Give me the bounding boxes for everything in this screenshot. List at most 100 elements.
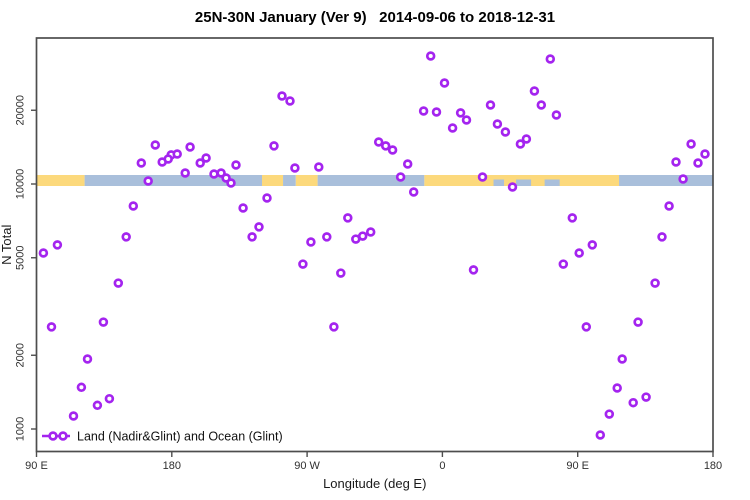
data-point — [664, 201, 674, 211]
data-point — [581, 322, 592, 332]
data-point — [558, 259, 569, 269]
data-point — [587, 240, 598, 250]
data-point — [373, 137, 384, 147]
data-point — [468, 265, 479, 275]
x-tick-label: 180 — [704, 460, 722, 472]
data-point — [500, 127, 511, 137]
legend-marker — [58, 431, 68, 441]
data-point — [38, 248, 49, 258]
data-point — [143, 176, 153, 186]
data-point — [431, 107, 442, 117]
data-point — [395, 172, 406, 182]
land-ocean-band — [36, 175, 713, 186]
x-tick-label: 180 — [163, 460, 181, 472]
y-tick-label: 2000 — [15, 343, 27, 367]
data-point — [521, 134, 532, 144]
data-point — [693, 158, 703, 168]
data-point — [150, 140, 161, 150]
band-ocean-patch — [544, 179, 560, 186]
data-point — [477, 172, 488, 182]
data-point — [113, 278, 124, 288]
data-point — [98, 317, 109, 327]
data-point — [425, 51, 436, 61]
data-point — [136, 158, 147, 168]
data-point — [343, 213, 353, 223]
plot-box — [35, 37, 714, 453]
data-point — [515, 139, 526, 149]
data-point — [418, 106, 429, 116]
data-point — [447, 123, 458, 133]
x-axis: 90 E 180 90 W 0 90 E 180 — [25, 451, 722, 472]
data-point — [402, 159, 413, 169]
band-segment-land — [295, 175, 318, 186]
data-point — [201, 153, 211, 163]
data-point — [290, 163, 300, 173]
data-point — [92, 400, 103, 411]
band-ocean-patch — [516, 179, 532, 186]
data-point — [254, 222, 264, 232]
data-point — [439, 78, 450, 88]
band-segment-ocean — [619, 175, 713, 186]
data-point — [195, 158, 205, 168]
x-tick-label: 90 W — [294, 460, 320, 472]
data-point — [262, 193, 272, 203]
band-ocean-patch — [493, 179, 505, 186]
data-point — [128, 201, 139, 211]
data-point — [322, 232, 332, 242]
data-point — [269, 141, 279, 151]
data-point — [76, 382, 87, 393]
band-segment-ocean — [317, 175, 425, 186]
data-point — [700, 149, 710, 159]
data-point — [485, 100, 496, 110]
data-point — [82, 354, 93, 364]
x-axis-title: Longitude (deg E) — [323, 476, 426, 491]
x-tick-label: 90 E — [25, 460, 48, 472]
data-point — [209, 169, 219, 179]
data-point — [336, 268, 346, 278]
data-point — [306, 237, 316, 247]
data-point — [247, 232, 257, 242]
data-point — [231, 160, 241, 170]
data-point — [455, 108, 466, 118]
data-point — [357, 231, 368, 241]
data-point — [185, 142, 195, 152]
data-point — [492, 119, 503, 129]
band-segment-land — [262, 175, 284, 186]
data-point — [536, 100, 547, 110]
data-point — [604, 409, 615, 419]
x-tick-label: 90 E — [566, 460, 589, 472]
data-point — [365, 227, 376, 237]
data-point — [671, 157, 681, 167]
data-point — [545, 54, 556, 64]
data-point — [650, 278, 660, 288]
legend: Land (Nadir&Glint) and Ocean (Glint) — [42, 430, 283, 444]
data-point — [52, 240, 63, 250]
data-point — [678, 174, 688, 184]
data-point — [595, 430, 606, 440]
y-axis: 1000 2000 5000 10000 20000 — [15, 95, 37, 441]
data-point — [314, 162, 324, 172]
data-point — [551, 110, 562, 120]
data-point — [180, 168, 190, 178]
y-tick-label: 10000 — [15, 169, 27, 200]
y-axis-title: N Total — [0, 225, 14, 265]
data-point — [46, 322, 57, 332]
data-point — [567, 213, 578, 223]
data-point — [68, 411, 79, 421]
data-point — [408, 187, 419, 197]
data-point — [507, 182, 518, 192]
data-point — [104, 393, 115, 404]
data-point — [380, 141, 391, 151]
data-point — [461, 115, 472, 125]
data-point — [574, 248, 584, 258]
y-tick-label: 20000 — [15, 95, 27, 126]
data-point — [285, 96, 295, 106]
band-segment-ocean — [283, 175, 296, 186]
data-point — [657, 232, 667, 242]
x-tick-label: 0 — [439, 460, 445, 472]
y-tick-label: 1000 — [15, 417, 27, 441]
data-point — [238, 203, 248, 213]
data-point — [641, 392, 651, 402]
